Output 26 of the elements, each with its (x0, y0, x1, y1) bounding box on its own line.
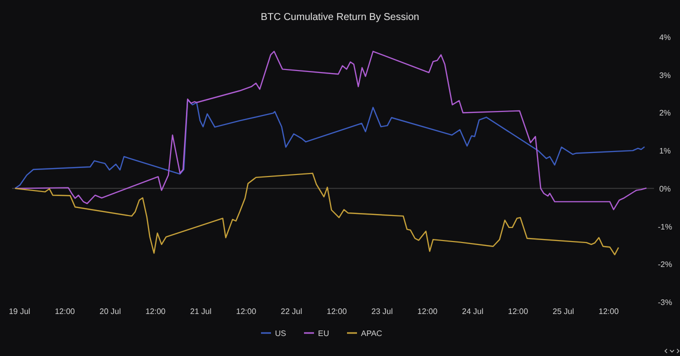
x-tick-label: 19 Jul (8, 307, 30, 316)
x-tick-label: 20 Jul (100, 307, 122, 316)
x-tick-label: 12:00 (54, 307, 76, 316)
x-tick-label: 23 Jul (371, 307, 393, 316)
legend-label: APAC (361, 329, 382, 338)
x-tick-label: 21 Jul (190, 307, 212, 316)
x-tick-label: 12:00 (598, 307, 620, 316)
y-tick-label: 1% (659, 146, 671, 156)
y-tick-label: 3% (659, 70, 671, 80)
x-tick-label: 25 Jul (552, 307, 574, 316)
y-tick-label: 4% (659, 33, 671, 42)
x-tick-label: 12:00 (508, 307, 529, 316)
legend-label: US (275, 329, 286, 338)
x-tick-label: 12:00 (326, 307, 348, 316)
x-tick-label: 22 Jul (280, 307, 302, 316)
x-tick-label: 12:00 (236, 307, 257, 316)
y-tick-label: 0% (659, 184, 671, 194)
x-tick-label: 12:00 (417, 307, 438, 316)
y-tick-label: 2% (659, 108, 671, 118)
y-tick-label: -1% (658, 222, 672, 232)
legend-label: EU (318, 329, 330, 338)
x-tick-label: 24 Jul (462, 307, 484, 316)
chart-title: BTC Cumulative Return By Session (260, 12, 420, 23)
x-tick-label: 12:00 (145, 307, 166, 316)
y-tick-label: -3% (658, 298, 672, 307)
y-tick-label: -2% (658, 260, 672, 270)
